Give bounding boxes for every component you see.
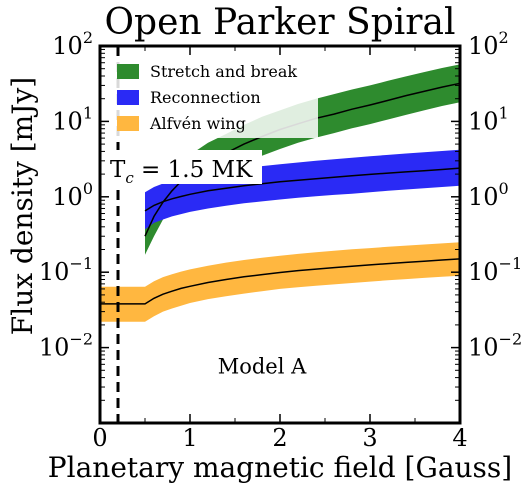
y-tick-label-exponent: 0 — [83, 179, 93, 198]
center-line-series-1 — [144, 167, 461, 212]
y-axis-label: Flux density [mJy] — [6, 77, 39, 335]
y-tick-label-base: 10 — [468, 334, 499, 362]
band-series-2 — [100, 242, 460, 322]
y-tick-label-right-1: 101 — [468, 103, 509, 135]
legend: Stretch and break Reconnection Alfvén wing — [108, 56, 318, 138]
model-label: Model A — [218, 355, 307, 379]
legend-background — [108, 56, 318, 138]
y-tick-label-exponent: −2 — [499, 330, 523, 349]
y-tick-label-base: 10 — [52, 107, 83, 135]
legend-swatch-2 — [117, 116, 139, 131]
y-tick-label-left-4: 10−2 — [39, 330, 93, 362]
y-tick-label-base: 10 — [39, 334, 70, 362]
threshold-label-value: = 1.5 MK — [134, 157, 253, 183]
y-tick-label-base: 10 — [468, 258, 499, 286]
threshold-label-subscript: c — [125, 169, 134, 187]
center-line-series-2 — [100, 258, 461, 305]
y-tick-label-exponent: −1 — [69, 254, 93, 273]
chart-title: Open Parker Spiral — [105, 2, 456, 43]
y-tick-label-base: 10 — [52, 183, 83, 211]
band-series-0 — [145, 64, 460, 255]
y-tick-label-left-1: 101 — [52, 103, 93, 135]
y-tick-label-exponent: 1 — [499, 103, 509, 122]
threshold-label-prefix: T — [110, 157, 126, 183]
legend-swatch-0 — [117, 64, 139, 79]
x-tick-label-0: 0 — [92, 424, 107, 452]
y-tick-label-left-0: 102 — [52, 28, 93, 60]
y-tick-label-base: 10 — [52, 32, 83, 60]
legend-label-1: Reconnection — [150, 88, 261, 107]
threshold-label-background — [106, 150, 262, 184]
y-tick-label-left-2: 100 — [52, 179, 93, 211]
y-tick-label-left-3: 10−1 — [39, 254, 93, 286]
legend-label-0: Stretch and break — [150, 62, 297, 81]
band-series-1 — [145, 149, 460, 230]
y-tick-label-exponent: −2 — [69, 330, 93, 349]
y-tick-label-base: 10 — [39, 258, 70, 286]
x-tick-label-2: 2 — [272, 424, 287, 452]
y-tick-label-exponent: 1 — [83, 103, 93, 122]
x-tick-label-1: 1 — [182, 424, 197, 452]
y-tick-label-base: 10 — [468, 107, 499, 135]
y-tick-label-exponent: 0 — [499, 179, 509, 198]
threshold-layer: Tc = 1.5 MK — [106, 46, 262, 423]
y-tick-label-right-0: 102 — [468, 28, 509, 60]
y-tick-label-right-3: 10−1 — [468, 254, 522, 286]
x-axis-label: Planetary magnetic field [Gauss] — [48, 451, 512, 484]
legend-label-2: Alfvén wing — [149, 114, 246, 133]
band-layer — [100, 64, 460, 322]
x-tick-label-3: 3 — [362, 424, 377, 452]
x-tick-label-4: 4 — [452, 424, 467, 452]
plot-frame — [98, 44, 462, 425]
y-tick-label-right-2: 100 — [468, 179, 509, 211]
threshold-label: Tc = 1.5 MK — [110, 157, 253, 187]
y-tick-label-exponent: 2 — [499, 28, 509, 47]
legend-swatch-1 — [117, 90, 139, 105]
y-tick-label-exponent: −1 — [499, 254, 523, 273]
y-tick-label-right-4: 10−2 — [468, 330, 522, 362]
y-tick-label-base: 10 — [468, 183, 499, 211]
y-tick-label-exponent: 2 — [83, 28, 93, 47]
y-tick-label-base: 10 — [468, 32, 499, 60]
